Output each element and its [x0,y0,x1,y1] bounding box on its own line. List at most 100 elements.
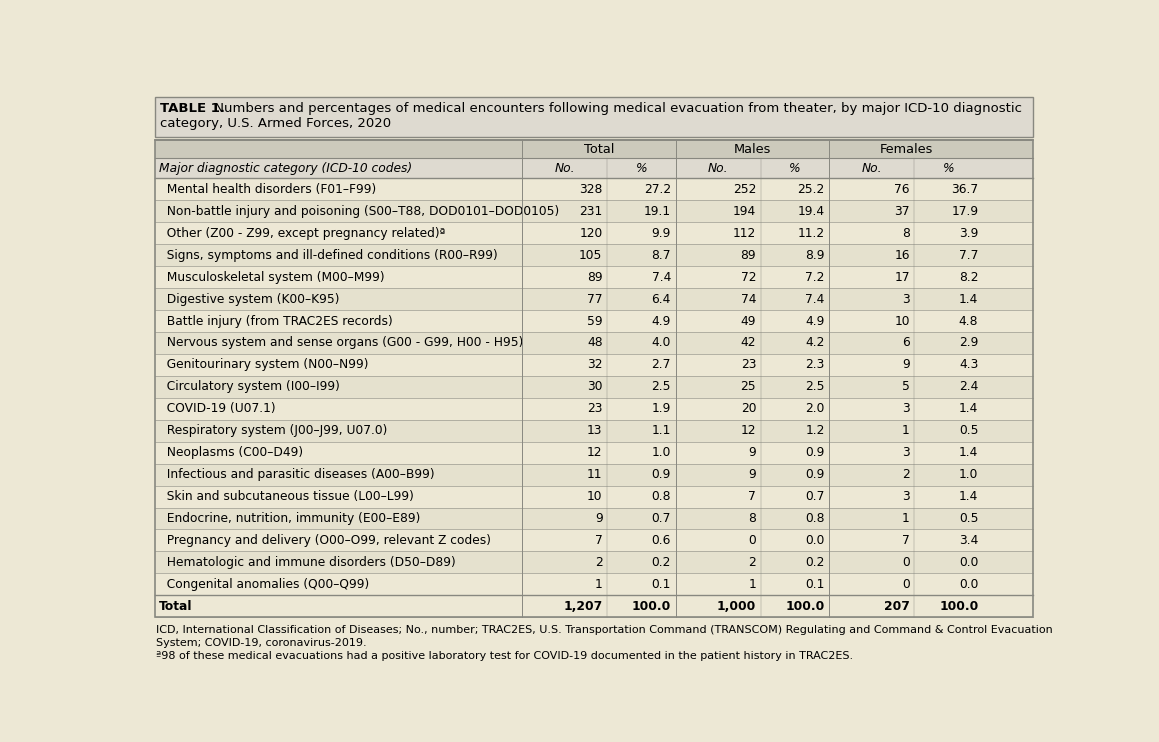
Text: 8.2: 8.2 [958,271,978,283]
Text: 2.0: 2.0 [806,402,825,416]
Text: 48: 48 [586,336,603,349]
Text: Signs, symptoms and ill-defined conditions (R00–R99): Signs, symptoms and ill-defined conditio… [159,249,497,262]
Text: 19.1: 19.1 [644,205,671,218]
Text: 36.7: 36.7 [952,183,978,196]
Text: 2: 2 [595,556,603,569]
Text: 3.4: 3.4 [958,534,978,547]
Text: 0.9: 0.9 [806,446,825,459]
Text: 194: 194 [732,205,756,218]
Text: %: % [635,162,647,175]
Text: 0.6: 0.6 [651,534,671,547]
Bar [155,441,1033,464]
Text: COVID-19 (U07.1): COVID-19 (U07.1) [159,402,276,416]
Text: Numbers and percentages of medical encounters following medical evacuation from : Numbers and percentages of medical encou… [210,102,1022,115]
Text: 1.4: 1.4 [958,292,978,306]
Text: 76: 76 [895,183,910,196]
Text: 19.4: 19.4 [797,205,825,218]
Text: 9: 9 [749,468,756,481]
Text: %: % [789,162,801,175]
Text: 1.9: 1.9 [651,402,671,416]
Text: 12: 12 [741,424,756,437]
Text: 42: 42 [741,336,756,349]
Text: 7: 7 [749,490,756,503]
Text: 9: 9 [749,446,756,459]
Text: Females: Females [880,142,933,156]
Text: Other (Z00 - Z99, except pregnancy related)ª: Other (Z00 - Z99, except pregnancy relat… [159,227,445,240]
Bar [155,266,1033,288]
Bar [155,574,1033,595]
Bar [155,200,1033,223]
Text: 0.9: 0.9 [806,468,825,481]
Text: 59: 59 [586,315,603,327]
Text: 3: 3 [902,446,910,459]
Text: 1: 1 [749,578,756,591]
Text: 0.0: 0.0 [806,534,825,547]
Text: 9.9: 9.9 [651,227,671,240]
Bar [155,508,1033,530]
Bar [155,288,1033,310]
Text: 74: 74 [741,292,756,306]
Text: 7.2: 7.2 [806,271,825,283]
Text: 11: 11 [586,468,603,481]
Text: TABLE 1.: TABLE 1. [160,102,225,115]
Text: 207: 207 [884,600,910,613]
Text: 37: 37 [895,205,910,218]
Text: 8: 8 [902,227,910,240]
Text: 9: 9 [595,512,603,525]
Text: Musculoskeletal system (M00–M99): Musculoskeletal system (M00–M99) [159,271,385,283]
Text: 7.4: 7.4 [651,271,671,283]
Text: 7.4: 7.4 [806,292,825,306]
Text: 9: 9 [902,358,910,372]
Text: 0.1: 0.1 [651,578,671,591]
Bar [155,310,1033,332]
Text: ª98 of these medical evacuations had a positive laboratory test for COVID-19 doc: ª98 of these medical evacuations had a p… [156,651,854,661]
Text: ICD, International Classification of Diseases; No., number; TRAC2ES, U.S. Transp: ICD, International Classification of Dis… [156,625,1054,635]
Text: 32: 32 [586,358,603,372]
Bar [155,178,1033,200]
Text: Battle injury (from TRAC2ES records): Battle injury (from TRAC2ES records) [159,315,393,327]
Text: 16: 16 [895,249,910,262]
Text: 1,000: 1,000 [717,600,756,613]
Text: 2.4: 2.4 [958,381,978,393]
Text: 0.7: 0.7 [806,490,825,503]
Text: 105: 105 [580,249,603,262]
Bar [155,158,1033,178]
Text: 0.1: 0.1 [806,578,825,591]
Text: 8.9: 8.9 [806,249,825,262]
Text: 30: 30 [586,381,603,393]
Text: Major diagnostic category (ICD-10 codes): Major diagnostic category (ICD-10 codes) [159,162,411,175]
Text: 4.9: 4.9 [806,315,825,327]
Text: 3: 3 [902,490,910,503]
Text: Skin and subcutaneous tissue (L00–L99): Skin and subcutaneous tissue (L00–L99) [159,490,414,503]
Text: 4.3: 4.3 [958,358,978,372]
Text: 0.7: 0.7 [651,512,671,525]
Text: 4.8: 4.8 [958,315,978,327]
Text: Total: Total [159,600,192,613]
Text: Neoplasms (C00–D49): Neoplasms (C00–D49) [159,446,302,459]
Text: 12: 12 [586,446,603,459]
Text: 0: 0 [749,534,756,547]
Text: 1: 1 [902,512,910,525]
Bar [155,354,1033,376]
Text: 11.2: 11.2 [797,227,825,240]
Bar [155,139,1033,617]
Text: 3: 3 [902,292,910,306]
Text: 1.4: 1.4 [958,446,978,459]
Text: 0.5: 0.5 [958,512,978,525]
Bar [155,332,1033,354]
Bar [155,376,1033,398]
Bar [155,96,1033,137]
Text: No.: No. [708,162,729,175]
Text: 100.0: 100.0 [939,600,978,613]
Text: 89: 89 [741,249,756,262]
Text: 2.7: 2.7 [651,358,671,372]
Bar [155,464,1033,485]
Bar [155,551,1033,574]
Text: 1.0: 1.0 [958,468,978,481]
Text: Mental health disorders (F01–F99): Mental health disorders (F01–F99) [159,183,376,196]
Text: Endocrine, nutrition, immunity (E00–E89): Endocrine, nutrition, immunity (E00–E89) [159,512,421,525]
Text: 4.0: 4.0 [651,336,671,349]
Bar [155,595,1033,617]
Text: 1,207: 1,207 [563,600,603,613]
Bar [155,530,1033,551]
